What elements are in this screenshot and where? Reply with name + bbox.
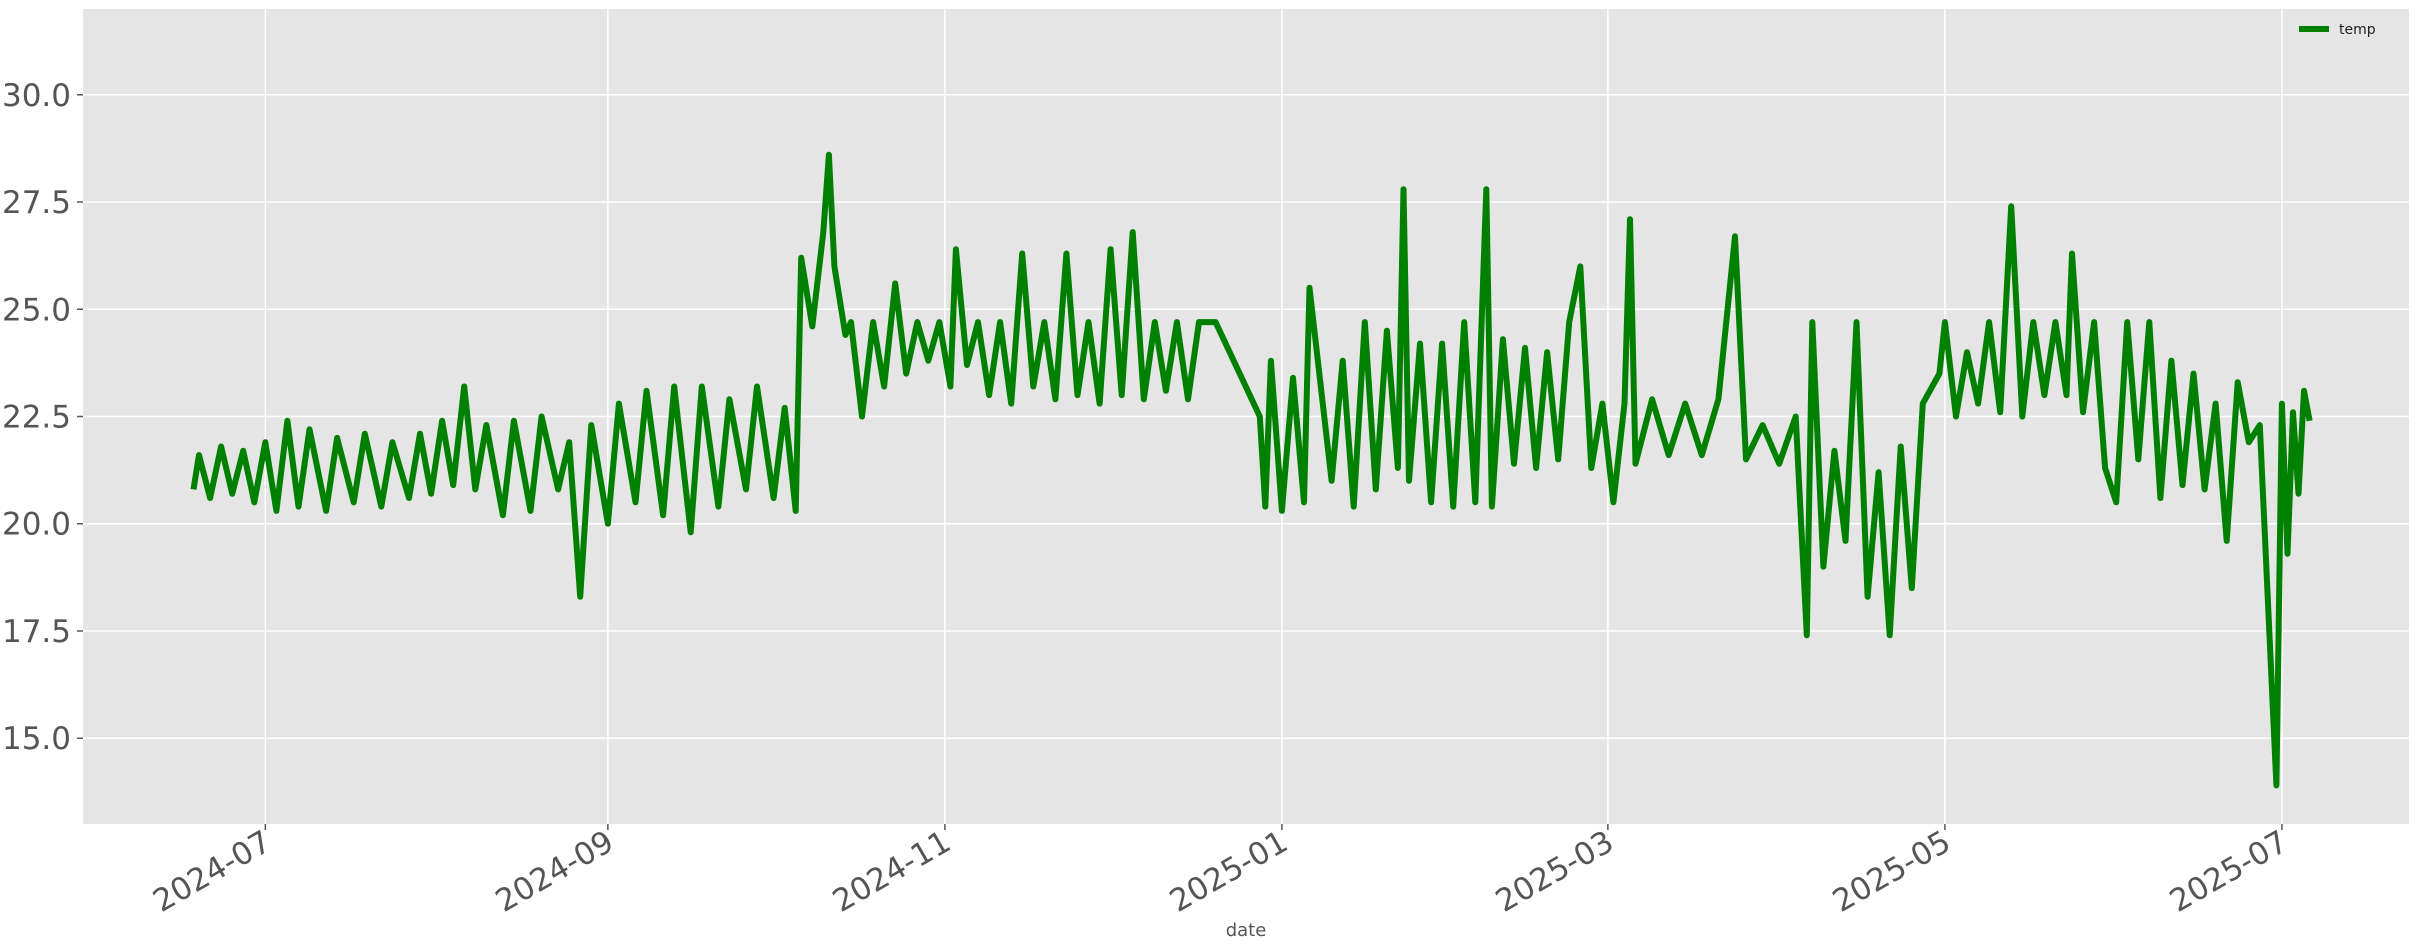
- x-tick-label: 2024-09: [490, 824, 620, 920]
- y-tick-label: 20.0: [2, 507, 71, 543]
- x-tick-label: 2025-03: [1490, 824, 1620, 920]
- y-tick-label: 15.0: [2, 721, 71, 757]
- x-tick-label: 2025-01: [1164, 824, 1294, 920]
- legend: temp: [2299, 22, 2376, 38]
- x-tick-label: 2024-11: [827, 824, 957, 920]
- y-tick-label: 27.5: [2, 185, 71, 221]
- y-tick-label: 30.0: [2, 78, 71, 114]
- x-tick-label: 2025-07: [2164, 824, 2294, 920]
- y-tick-label: 22.5: [2, 400, 71, 436]
- y-tick-label: 17.5: [2, 614, 71, 650]
- data-line: [190, 151, 2313, 789]
- x-tick-label: 2024-07: [147, 824, 277, 920]
- x-tick-label: 2025-05: [1827, 824, 1957, 920]
- x-axis-label: date: [1226, 920, 1267, 941]
- legend-label: temp: [2339, 22, 2376, 38]
- y-tick-label: 25.0: [2, 292, 71, 328]
